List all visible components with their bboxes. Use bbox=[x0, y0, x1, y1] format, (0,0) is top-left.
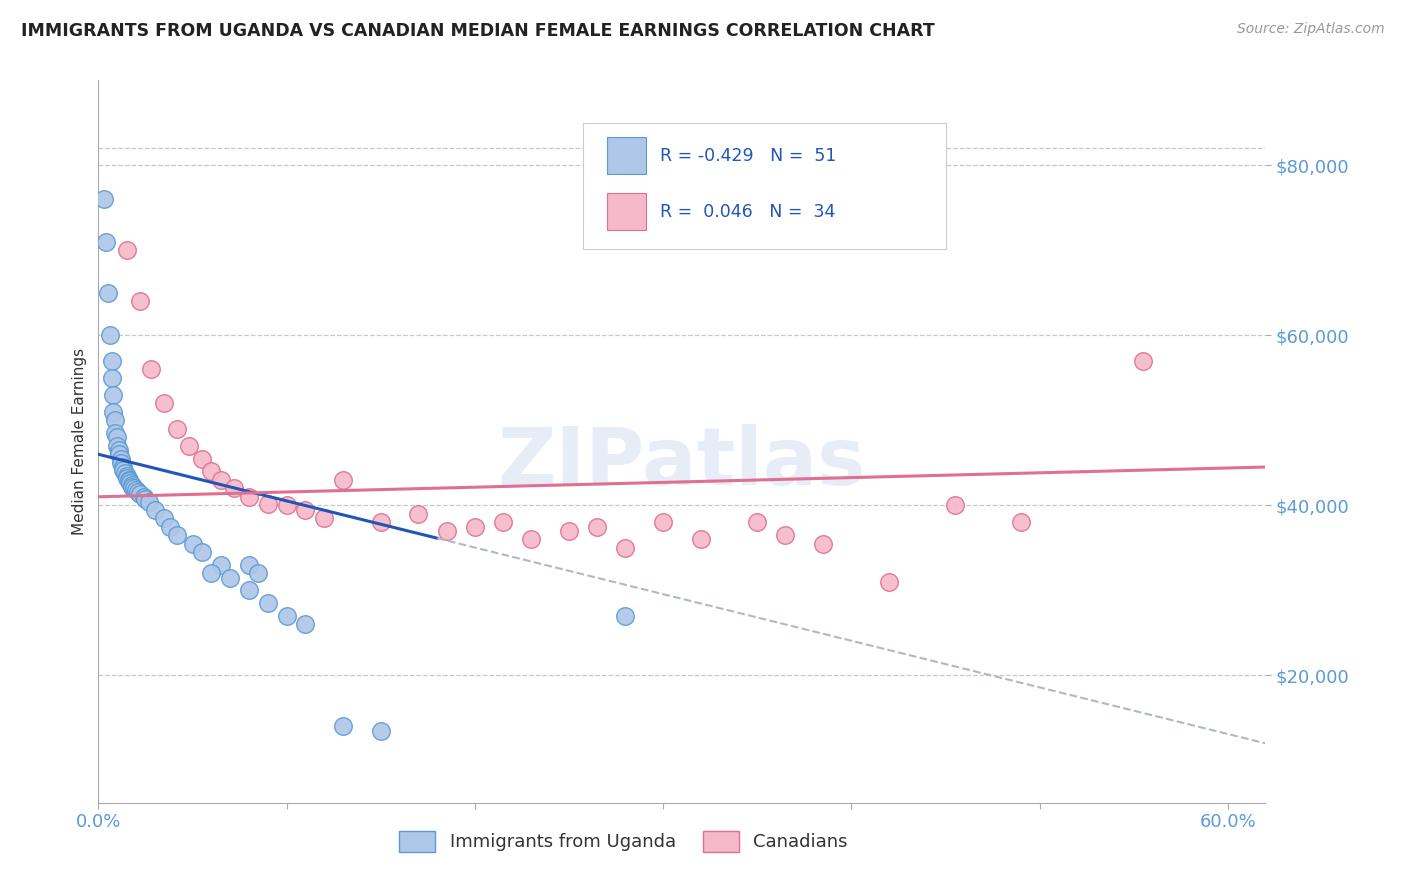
Point bbox=[464, 519, 486, 533]
Point bbox=[108, 447, 131, 461]
Text: ZIPatlas: ZIPatlas bbox=[498, 425, 866, 502]
Point bbox=[166, 422, 188, 436]
Point bbox=[436, 524, 458, 538]
Text: IMMIGRANTS FROM UGANDA VS CANADIAN MEDIAN FEMALE EARNINGS CORRELATION CHART: IMMIGRANTS FROM UGANDA VS CANADIAN MEDIA… bbox=[21, 22, 935, 40]
Point bbox=[191, 545, 214, 559]
Point bbox=[100, 353, 122, 368]
Point bbox=[103, 405, 125, 419]
Point bbox=[222, 481, 245, 495]
Point bbox=[219, 570, 242, 584]
Point bbox=[492, 516, 515, 530]
Point bbox=[120, 476, 142, 491]
Point bbox=[238, 490, 260, 504]
Point bbox=[94, 235, 117, 249]
Point bbox=[98, 328, 121, 343]
Point bbox=[558, 524, 581, 538]
Point bbox=[128, 294, 150, 309]
Point bbox=[238, 558, 260, 572]
Point bbox=[115, 468, 138, 483]
Point bbox=[132, 490, 155, 504]
Point bbox=[256, 596, 278, 610]
Point bbox=[238, 583, 260, 598]
Y-axis label: Median Female Earnings: Median Female Earnings bbox=[72, 348, 87, 535]
Point bbox=[811, 536, 834, 550]
Point bbox=[200, 566, 222, 581]
Point bbox=[877, 574, 900, 589]
Point bbox=[127, 484, 149, 499]
Point bbox=[209, 473, 232, 487]
Point bbox=[200, 464, 222, 478]
Point bbox=[1132, 353, 1154, 368]
Point bbox=[104, 425, 127, 440]
Text: Source: ZipAtlas.com: Source: ZipAtlas.com bbox=[1237, 22, 1385, 37]
Legend: Immigrants from Uganda, Canadians: Immigrants from Uganda, Canadians bbox=[392, 823, 855, 859]
Point bbox=[332, 719, 354, 733]
Point bbox=[191, 451, 214, 466]
Point bbox=[614, 541, 637, 555]
Point bbox=[408, 507, 430, 521]
Point bbox=[105, 430, 128, 444]
Point bbox=[520, 533, 543, 547]
Point bbox=[314, 511, 336, 525]
Point bbox=[97, 285, 120, 300]
Point bbox=[652, 516, 675, 530]
Point bbox=[117, 473, 139, 487]
Text: R =  0.046   N =  34: R = 0.046 N = 34 bbox=[661, 202, 835, 220]
Point bbox=[276, 498, 298, 512]
Point bbox=[125, 483, 148, 497]
Point bbox=[121, 480, 143, 494]
Point bbox=[294, 617, 316, 632]
Point bbox=[93, 192, 115, 206]
Point bbox=[614, 608, 637, 623]
Point bbox=[166, 528, 188, 542]
Point bbox=[747, 516, 769, 530]
Point bbox=[689, 533, 711, 547]
Point bbox=[114, 466, 136, 480]
Point bbox=[115, 471, 138, 485]
Point bbox=[153, 396, 176, 410]
Text: R = -0.429   N =  51: R = -0.429 N = 51 bbox=[661, 146, 837, 165]
Point bbox=[276, 608, 298, 623]
Point bbox=[110, 451, 132, 466]
Point bbox=[139, 362, 162, 376]
Point bbox=[775, 528, 797, 542]
Point bbox=[105, 439, 128, 453]
Point bbox=[943, 498, 966, 512]
Point bbox=[143, 502, 166, 516]
Point bbox=[134, 492, 156, 507]
Point bbox=[209, 558, 232, 572]
Point bbox=[177, 439, 200, 453]
Point bbox=[121, 478, 143, 492]
Point bbox=[1010, 516, 1032, 530]
Point bbox=[370, 516, 392, 530]
Point bbox=[115, 244, 138, 258]
Point bbox=[128, 487, 150, 501]
Point bbox=[294, 502, 316, 516]
Point bbox=[110, 456, 132, 470]
Point bbox=[138, 495, 160, 509]
Point bbox=[181, 536, 204, 550]
Point bbox=[117, 475, 139, 489]
Point bbox=[332, 473, 354, 487]
Point bbox=[108, 443, 131, 458]
Point bbox=[122, 481, 145, 495]
Point bbox=[247, 566, 270, 581]
Point bbox=[256, 497, 278, 511]
Point bbox=[100, 371, 122, 385]
Point bbox=[370, 723, 392, 738]
Point bbox=[153, 511, 176, 525]
Point bbox=[111, 460, 134, 475]
Point bbox=[159, 519, 181, 533]
Point bbox=[104, 413, 127, 427]
Point bbox=[111, 462, 134, 476]
Point bbox=[103, 388, 125, 402]
Point bbox=[586, 519, 609, 533]
